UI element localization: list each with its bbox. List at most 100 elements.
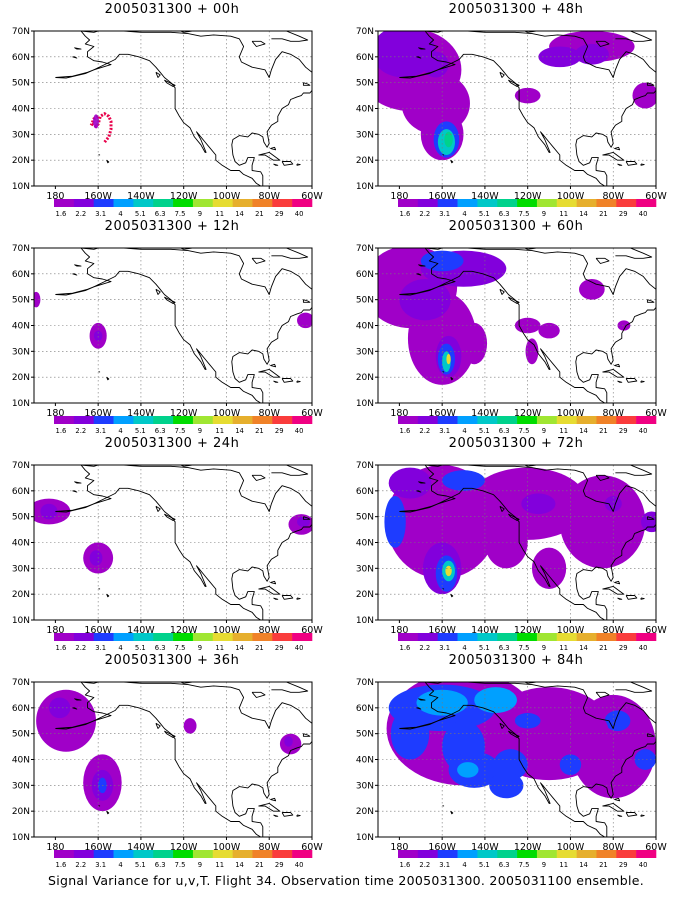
lon-tick-label: 80W <box>602 625 624 636</box>
colorbar-swatch <box>272 633 293 641</box>
colorbar-swatch <box>252 633 273 641</box>
map-plot: 10N 20N 30N 40N 50N 60N 70N 180 160W 140W 120W 100W… <box>12 27 324 218</box>
colorbar-label: 14 <box>579 644 588 652</box>
coastline <box>399 682 656 837</box>
lon-tick-label: 100W <box>557 191 585 202</box>
map-grid <box>34 682 312 837</box>
lon-tick-label: 180 <box>46 625 64 636</box>
lat-tick-label: 40N <box>12 322 30 332</box>
variance-contour <box>378 31 436 78</box>
lon-tick-label: 120W <box>514 408 542 419</box>
variance-contour <box>559 475 646 569</box>
colorbar-swatch <box>212 416 233 424</box>
colorbar-swatch <box>272 416 293 424</box>
lon-tick-label: 140W <box>127 191 155 202</box>
colorbar-swatch <box>517 633 538 641</box>
colorbar-swatch <box>73 633 94 641</box>
colorbar-swatch <box>596 416 617 424</box>
lon-tick-label: 60W <box>645 842 667 853</box>
lat-tick-label: 70N <box>12 27 30 37</box>
colorbar-label: 6.3 <box>499 861 510 869</box>
colorbar-swatch <box>252 199 273 207</box>
figure-caption: Signal Variance for u,v,T. Flight 34. Ob… <box>47 873 645 888</box>
colorbar-label: 9 <box>198 427 202 435</box>
variance-field <box>34 498 312 574</box>
colorbar-label: 40 <box>639 210 648 218</box>
map-grid <box>378 248 656 403</box>
colorbar-label: 29 <box>619 644 628 652</box>
lon-tick-label: 140W <box>127 842 155 853</box>
lat-tick-label: 30N <box>356 130 374 140</box>
colorbar-label: 29 <box>619 427 628 435</box>
colorbar-label: 4 <box>118 861 122 869</box>
colorbar-swatch <box>212 199 233 207</box>
lon-tick-label: 140W <box>127 625 155 636</box>
colorbar-swatch <box>417 633 438 641</box>
colorbar-label: 14 <box>579 427 588 435</box>
flight-track <box>89 111 113 144</box>
colorbar-label: 5.1 <box>479 644 490 652</box>
lon-tick-label: 180 <box>390 408 408 419</box>
colorbar-label: 29 <box>275 427 284 435</box>
lon-tick-label: 80W <box>602 408 624 419</box>
colorbar-label: 40 <box>295 861 304 869</box>
lon-tick-label: 140W <box>127 408 155 419</box>
colorbar-swatch <box>398 633 419 641</box>
colorbar-swatch <box>232 633 253 641</box>
lon-tick-label: 80W <box>258 625 280 636</box>
panel-title: 2005031300 + 36h <box>104 653 240 668</box>
colorbar-label: 9 <box>198 210 202 218</box>
colorbar-swatch <box>252 850 273 858</box>
colorbar-label: 1.6 <box>56 210 67 218</box>
lon-tick-label: 80W <box>258 191 280 202</box>
colorbar-swatch <box>192 199 214 207</box>
colorbar-label: 9 <box>198 861 202 869</box>
colorbar-label: 3.1 <box>439 644 450 652</box>
colorbar-swatch <box>636 633 657 641</box>
colorbar-swatch <box>292 416 313 424</box>
lat-tick-label: 10N <box>12 182 30 192</box>
colorbar-swatch <box>73 416 94 424</box>
colorbar-label: 3.1 <box>95 210 106 218</box>
lat-tick-label: 20N <box>12 156 30 166</box>
colorbar-swatch <box>212 850 233 858</box>
colorbar-swatch <box>173 850 194 858</box>
lat-tick-label: 50N <box>356 513 374 523</box>
variance-contour <box>559 754 582 775</box>
colorbar-swatch <box>232 199 253 207</box>
lon-tick-label: 100W <box>213 191 241 202</box>
variance-contour <box>474 687 517 713</box>
lon-tick-label: 140W <box>471 625 499 636</box>
colorbar-swatch <box>497 850 518 858</box>
variance-contour <box>446 353 451 365</box>
colorbar-swatch <box>232 416 253 424</box>
map-panel-12h: 2005031300 + 12h 10N 20N 30N 40N 50N 60N 70N 180… <box>0 217 344 442</box>
lat-tick-label: 40N <box>12 539 30 549</box>
colorbar-label: 2.2 <box>75 210 86 218</box>
colorbar-label: 29 <box>619 861 628 869</box>
lon-tick-label: 180 <box>46 408 64 419</box>
map-panel-24h: 2005031300 + 24h 10N 20N 30N 40N 50N 60N 70N 180… <box>0 434 344 659</box>
lat-tick-label: 30N <box>12 347 30 357</box>
colorbar-label: 7.5 <box>519 644 530 652</box>
lon-tick-label: 160W <box>84 842 112 853</box>
colorbar-swatch <box>133 199 154 207</box>
lat-tick-label: 20N <box>356 807 374 817</box>
lon-tick-label: 120W <box>170 842 198 853</box>
lon-tick-label: 100W <box>557 625 585 636</box>
lat-tick-label: 60N <box>12 270 30 280</box>
colorbar-label: 7.5 <box>175 644 186 652</box>
colorbar-label: 6.3 <box>155 861 166 869</box>
colorbar-label: 11 <box>559 210 568 218</box>
colorbar-swatch <box>417 416 438 424</box>
colorbar-label: 5.1 <box>135 427 146 435</box>
colorbar-swatch <box>292 199 313 207</box>
colorbar-label: 40 <box>295 644 304 652</box>
colorbar-swatch <box>437 199 458 207</box>
variance-contour <box>93 114 100 129</box>
variance-contour <box>399 279 451 321</box>
colorbar-swatch <box>636 416 657 424</box>
map-plot: 10N 20N 30N 40N 50N 60N 70N 180 160W 140W 120W 100W… <box>356 244 668 435</box>
variance-contour <box>40 503 58 520</box>
lat-tick-label: 10N <box>356 182 374 192</box>
